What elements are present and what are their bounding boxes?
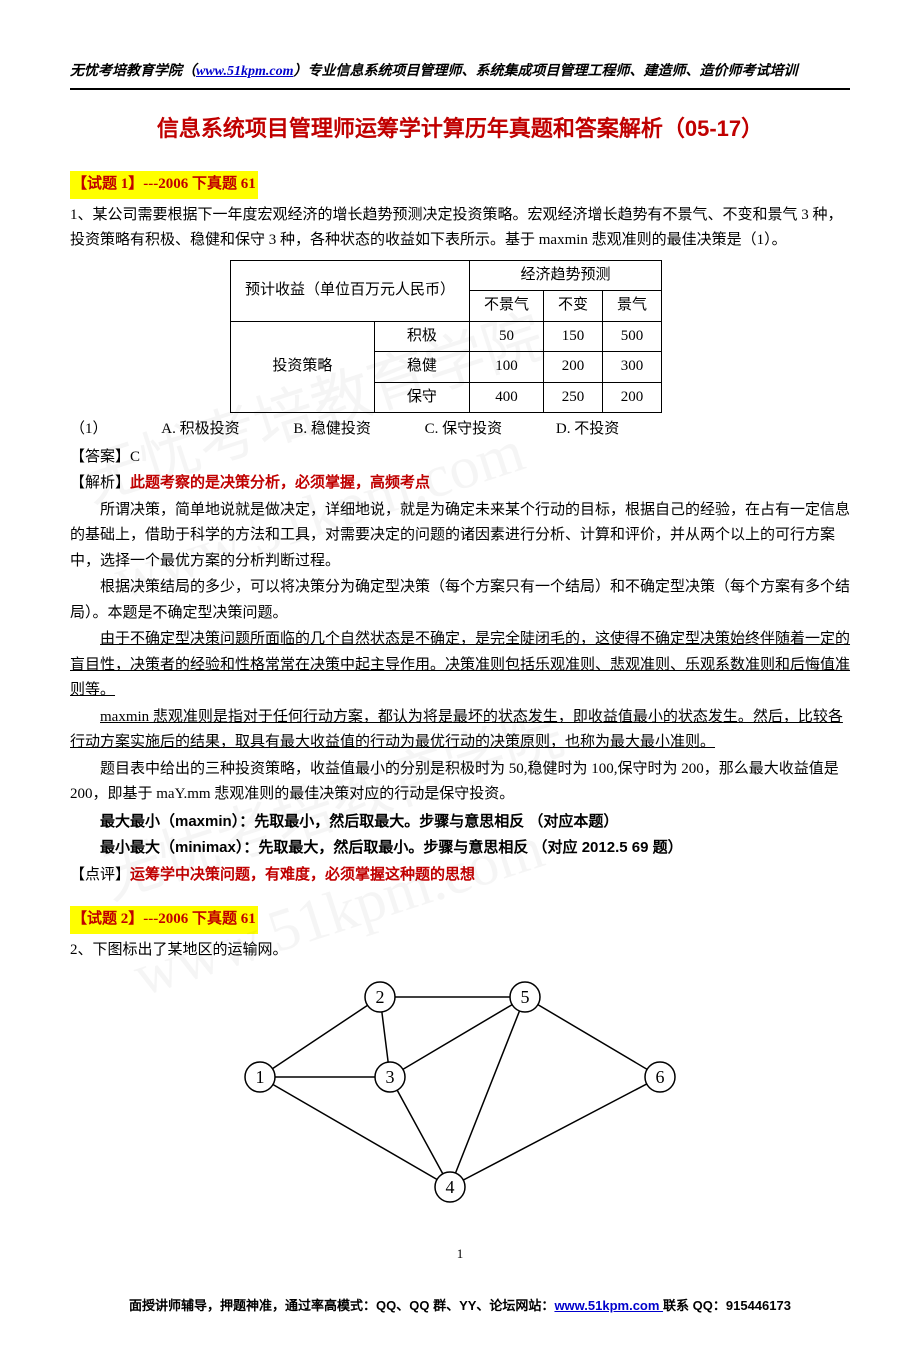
- answer-label: 【答案】: [70, 449, 130, 465]
- header-suffix: ）专业信息系统项目管理师、系统集成项目管理工程师、建造师、造价师考试培训: [294, 64, 798, 79]
- cell: 400: [470, 382, 544, 413]
- analysis-label: 【解析】: [70, 475, 130, 491]
- question-tag-1: 【试题 1】---2006 下真题 61: [70, 171, 258, 199]
- row-label: 投资策略: [231, 321, 375, 413]
- cell: 200: [544, 352, 603, 383]
- cell: 250: [544, 382, 603, 413]
- payoff-table: 预计收益（单位百万元人民币） 经济趋势预测 不景气 不变 景气 投资策略 积极 …: [230, 260, 662, 414]
- network-graph: 1 2 3 4 5 6: [70, 967, 850, 1227]
- svg-text:3: 3: [386, 1067, 395, 1087]
- analysis-p2: 根据决策结局的多少，可以将决策分为确定型决策（每个方案只有一个结局）和不确定型决…: [70, 575, 850, 626]
- document-title: 信息系统项目管理师运筹学计算历年真题和答案解析（05-17）: [70, 110, 850, 147]
- cell: 100: [470, 352, 544, 383]
- answer-line: 【答案】C: [70, 445, 850, 471]
- options-prefix: （1）: [70, 417, 108, 443]
- cell: 500: [603, 321, 662, 352]
- svg-text:4: 4: [446, 1177, 455, 1197]
- footer-before: 面授讲师辅导，押题神准，通过率高模式：QQ、QQ 群、YY、论坛网站：: [129, 1298, 554, 1313]
- svg-text:2: 2: [376, 987, 385, 1007]
- svg-text:6: 6: [656, 1067, 665, 1087]
- bold-line-1: 最大最小（maxmin）：先取最小，然后取最大。步骤与意思相反 （对应本题）: [70, 809, 850, 835]
- analysis-head-text: 此题考察的是决策分析，必须掌握，高频考点: [130, 474, 430, 491]
- option-d: D. 不投资: [556, 417, 619, 443]
- page-footer: 面授讲师辅导，押题神准，通过率高模式：QQ、QQ 群、YY、论坛网站：www.5…: [70, 1295, 850, 1317]
- col-0: 不景气: [470, 291, 544, 322]
- cell: 200: [603, 382, 662, 413]
- analysis-p1: 所谓决策，简单地说就是做决定，详细地说，就是为确定未来某个行动的目标，根据自己的…: [70, 498, 850, 575]
- col-2: 景气: [603, 291, 662, 322]
- analysis-p4: maxmin 悲观准则是指对于任何行动方案，都认为将是最坏的状态发生，即收益值最…: [70, 705, 850, 756]
- table-header-left: 预计收益（单位百万元人民币）: [231, 260, 470, 321]
- comment-line: 【点评】运筹学中决策问题，有难度，必须掌握这种题的思想: [70, 862, 850, 889]
- option-c: C. 保守投资: [425, 417, 503, 443]
- option-b: B. 稳健投资: [293, 417, 371, 443]
- header-prefix: 无忧考培教育学院（: [70, 64, 196, 79]
- question-tag-2: 【试题 2】---2006 下真题 61: [70, 906, 258, 934]
- bold-line-2: 最小最大（minimax）：先取最大，然后取最小。步骤与意思相反 （对应 201…: [70, 835, 850, 861]
- col-1: 不变: [544, 291, 603, 322]
- table-header-right: 经济趋势预测: [470, 260, 662, 291]
- header-link[interactable]: www.51kpm.com: [196, 64, 294, 79]
- strategy-1: 稳健: [374, 352, 469, 383]
- cell: 150: [544, 321, 603, 352]
- page-header: 无忧考培教育学院（www.51kpm.com）专业信息系统项目管理师、系统集成项…: [70, 60, 850, 90]
- comment-text: 运筹学中决策问题，有难度，必须掌握这种题的思想: [130, 866, 475, 883]
- svg-text:5: 5: [521, 987, 530, 1007]
- page-number: 1: [70, 1243, 850, 1265]
- strategy-0: 积极: [374, 321, 469, 352]
- analysis-p3: 由于不确定型决策问题所面临的几个自然状态是不确定，是完全陡闭毛的，这使得不确定型…: [70, 627, 850, 704]
- answer-value: C: [130, 449, 140, 465]
- footer-after: 联系 QQ：915446173: [663, 1298, 791, 1313]
- question-1-stem: 1、某公司需要根据下一年度宏观经济的增长趋势预测决定投资策略。宏观经济增长趋势有…: [70, 203, 850, 254]
- cell: 300: [603, 352, 662, 383]
- question-2-stem: 2、下图标出了某地区的运输网。: [70, 938, 850, 964]
- comment-label: 【点评】: [70, 867, 130, 883]
- analysis-p5: 题目表中给出的三种投资策略，收益值最小的分别是积极时为 50,稳健时为 100,…: [70, 757, 850, 808]
- analysis-heading: 【解析】此题考察的是决策分析，必须掌握，高频考点: [70, 470, 850, 497]
- cell: 50: [470, 321, 544, 352]
- svg-text:1: 1: [256, 1067, 265, 1087]
- strategy-2: 保守: [374, 382, 469, 413]
- footer-link[interactable]: www.51kpm.com: [554, 1298, 663, 1313]
- options-row: （1） A. 积极投资 B. 稳健投资 C. 保守投资 D. 不投资: [70, 417, 850, 443]
- option-a: A. 积极投资: [161, 417, 239, 443]
